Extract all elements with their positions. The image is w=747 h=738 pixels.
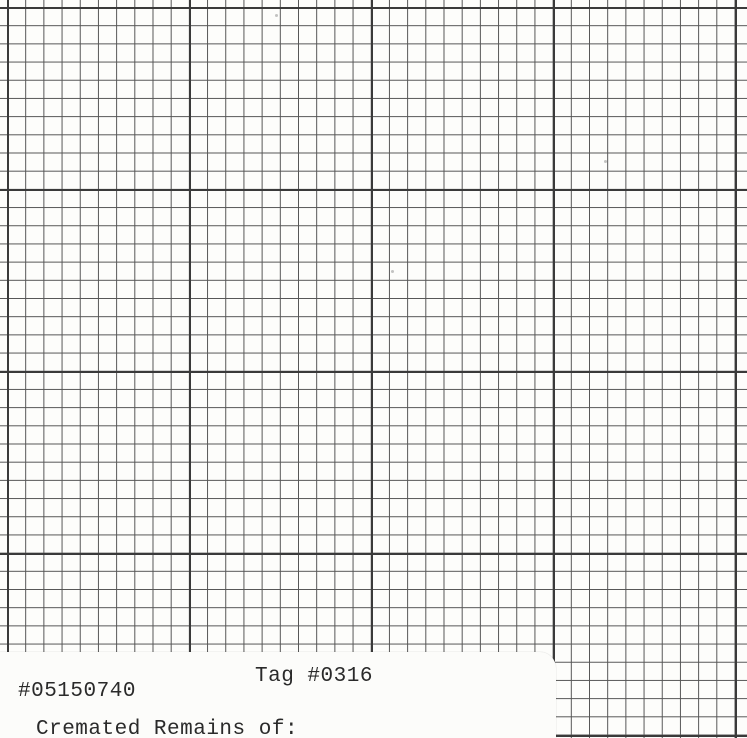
paper-speck bbox=[391, 270, 394, 273]
record-number: #05150740 bbox=[18, 680, 136, 703]
identification-label: #05150740 Tag #0316 Cremated Remains of: bbox=[0, 652, 556, 738]
remains-heading: Cremated Remains of: bbox=[36, 718, 299, 738]
paper-speck bbox=[604, 160, 607, 163]
tag-number: Tag #0316 bbox=[255, 665, 373, 688]
paper-speck bbox=[275, 14, 278, 17]
